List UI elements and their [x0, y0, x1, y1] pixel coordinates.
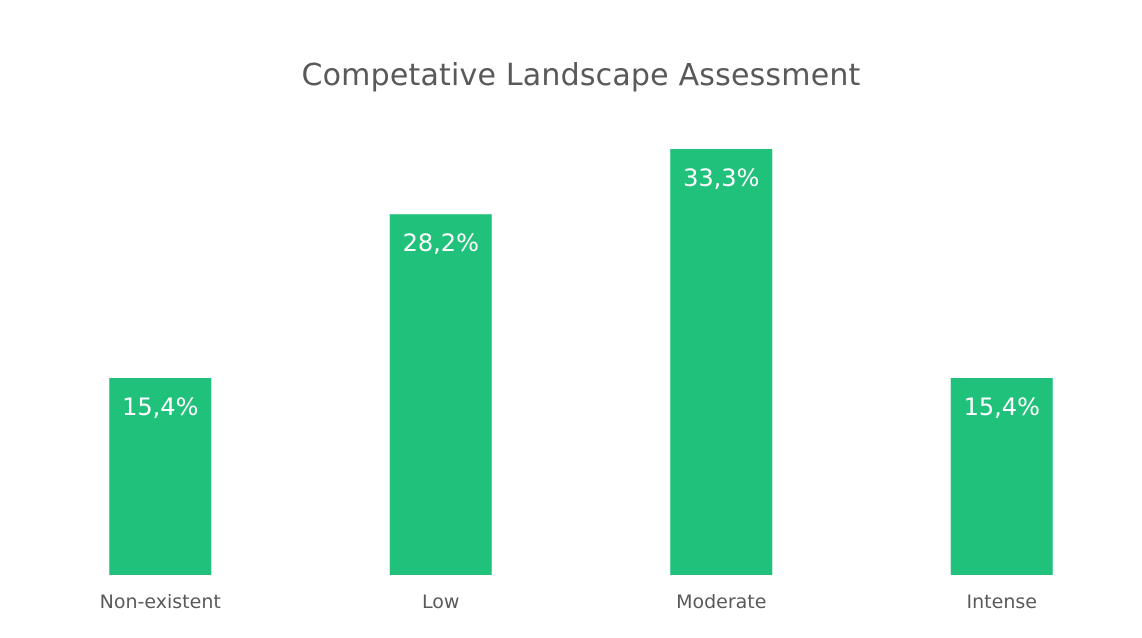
- data-label: 28,2%: [403, 229, 479, 257]
- x-tick-label: Low: [422, 591, 459, 613]
- chart-title: Competative Landscape Assessment: [301, 58, 861, 93]
- x-tick-label: Intense: [967, 591, 1037, 613]
- bar-intense: [950, 377, 1053, 575]
- value-labels-group: 15,4% 28,2% 33,3% 15,4%: [122, 164, 1040, 421]
- category-labels-group: Non-existent Low Moderate Intense: [100, 591, 1037, 613]
- bar-low: [389, 214, 492, 576]
- bar-moderate: [670, 149, 773, 575]
- data-label: 33,3%: [683, 164, 759, 192]
- data-label: 15,4%: [964, 393, 1040, 421]
- bars-group: [109, 149, 1053, 576]
- x-tick-label: Moderate: [676, 591, 766, 613]
- x-tick-label: Non-existent: [100, 591, 221, 613]
- bar-non-existent: [109, 377, 212, 575]
- data-label: 15,4%: [122, 393, 198, 421]
